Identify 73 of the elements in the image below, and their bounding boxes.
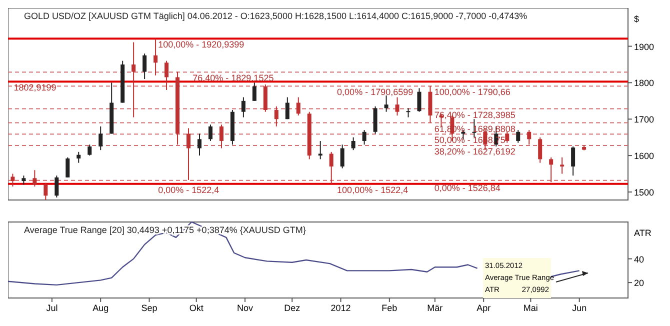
candlestick	[10, 173, 15, 188]
y-tick-label: 40	[634, 254, 644, 264]
x-tick-label: Jun	[572, 303, 587, 313]
candlestick	[373, 106, 378, 134]
candlestick	[538, 136, 542, 164]
annotation: 0,00% - 1522,4	[158, 184, 220, 195]
candlestick	[296, 96, 300, 116]
candlestick	[142, 53, 147, 80]
candlestick	[527, 130, 532, 146]
candlestick	[88, 144, 92, 156]
candlestick	[549, 156, 554, 183]
y-tick-label: 1500	[634, 187, 654, 198]
candlestick	[22, 175, 26, 186]
annotation: 0,00% - 1526,84	[434, 183, 500, 194]
candlestick	[54, 175, 59, 198]
y-tick-label: 1600	[634, 151, 654, 162]
candlestick	[384, 94, 388, 112]
candlestick	[219, 124, 224, 149]
annotation: 0,00% - 1790,6599	[337, 87, 414, 98]
y-tick-label: 1900	[634, 42, 654, 52]
x-tick-label: 2012	[330, 303, 351, 313]
annotation: 100,00% - 1522,4	[337, 184, 408, 195]
candlestick	[208, 124, 212, 142]
y-tick-label: 1700	[634, 114, 654, 125]
candlestick	[263, 84, 268, 112]
candlestick	[132, 42, 136, 118]
x-tick-label: Nov	[237, 303, 254, 313]
candlestick	[428, 85, 432, 124]
x-tick-label: Apr	[476, 303, 491, 313]
x-tick-label: Okt	[189, 303, 204, 313]
y-tick-label: 20	[634, 278, 644, 288]
candlestick	[560, 156, 564, 174]
candlestick	[44, 182, 48, 200]
candlestick	[241, 96, 246, 118]
candlestick	[76, 151, 81, 164]
candlestick	[362, 130, 366, 146]
y-axis-title: $	[634, 14, 640, 24]
x-tick-label: Mär	[427, 303, 443, 313]
candlestick	[285, 96, 290, 120]
x-tick-label: Sep	[141, 303, 158, 313]
candlestick	[505, 131, 510, 144]
candlestick	[417, 88, 422, 112]
candlestick	[340, 144, 344, 169]
x-tick-label: Jul	[46, 303, 58, 313]
annotation: 76,40% - 1829,1525	[192, 73, 274, 84]
annotation: 38,20% - 1627,6192	[434, 146, 516, 156]
candlestick	[186, 128, 191, 180]
candlestick	[329, 151, 334, 184]
candlestick	[98, 126, 103, 151]
y-axis-title: ATR	[634, 228, 652, 238]
candlestick	[164, 60, 169, 90]
candlestick	[32, 170, 37, 188]
candlestick	[318, 140, 322, 160]
candlestick	[395, 96, 400, 116]
candlestick	[252, 82, 256, 102]
candlestick	[274, 106, 278, 127]
candlestick	[406, 108, 410, 118]
annotation: 100,00% - 1790,66	[434, 87, 510, 98]
candlestick	[516, 130, 520, 144]
chart-title: GOLD USD/OZ [XAUUSD GTM Täglich] 04.06.2012 - O:1623,5000 H:1628,1500 L:1614,4000 C:1615,9000 -7,7000 -0,4743%	[24, 11, 528, 21]
y-tick-label: 1800	[634, 78, 654, 88]
annotation: 76,40% - 1728,3985	[434, 110, 516, 120]
x-tick-label: Dez	[284, 303, 301, 313]
candlestick	[154, 38, 158, 76]
annotation: 100,00% - 1920,9399	[158, 40, 244, 50]
candlestick	[197, 133, 202, 156]
x-tick-label: Aug	[92, 303, 109, 313]
candlestick	[351, 136, 356, 151]
x-tick-label: Feb	[382, 303, 398, 313]
candlestick	[66, 156, 70, 178]
x-tick-label: Mai	[523, 303, 538, 313]
candlestick	[571, 146, 576, 176]
annotation: 1802,9199	[14, 82, 56, 93]
